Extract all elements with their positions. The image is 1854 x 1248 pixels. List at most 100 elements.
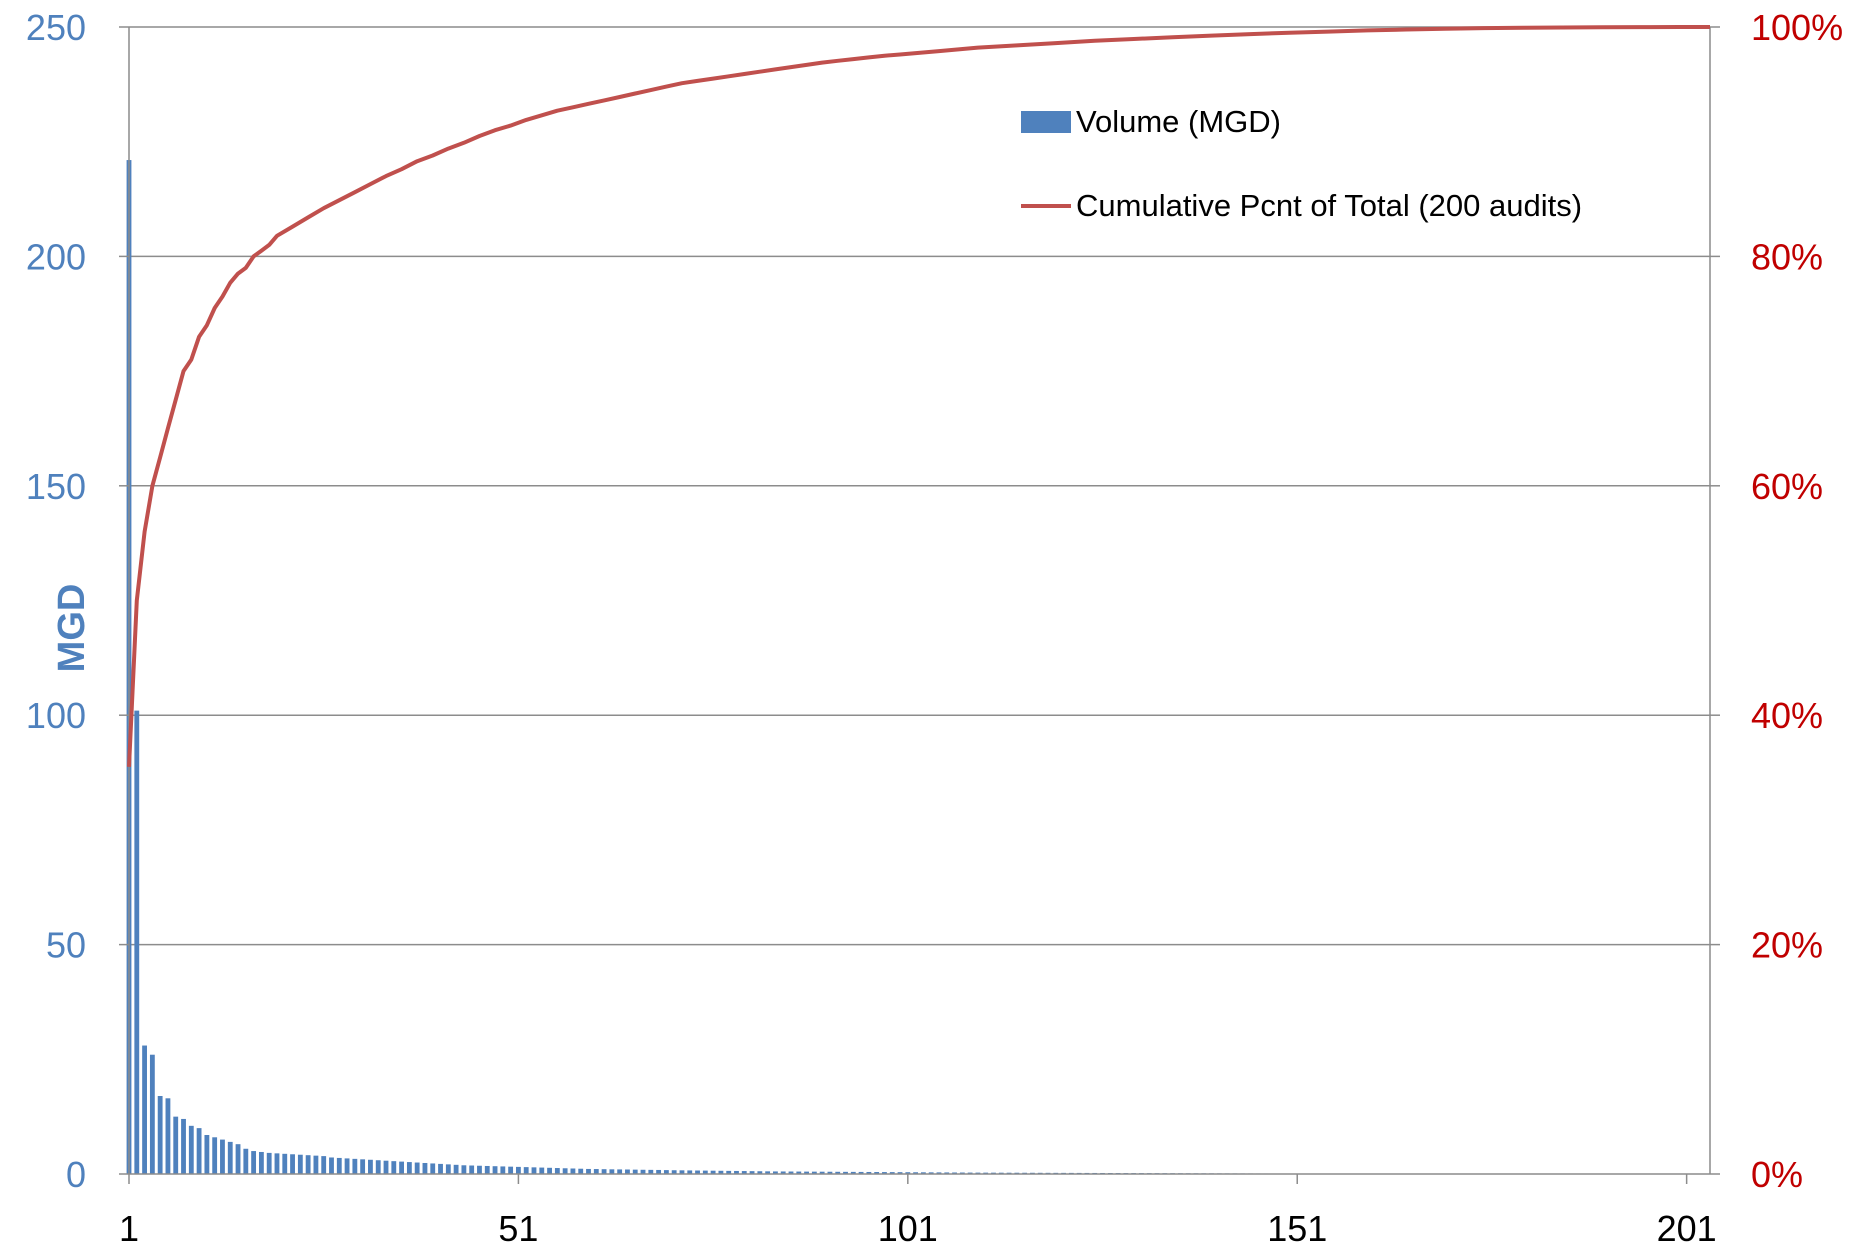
x-tick-label: 101 — [878, 1208, 938, 1248]
bar — [204, 1135, 210, 1174]
left-axis-ticks: 0 50 100 150 200 250 — [26, 7, 86, 1195]
x-tick-label: 201 — [1657, 1208, 1717, 1248]
bar — [515, 1166, 521, 1174]
bar — [212, 1137, 218, 1174]
bar — [469, 1165, 475, 1174]
bar — [570, 1168, 576, 1174]
bar — [438, 1163, 443, 1174]
bar — [539, 1167, 545, 1174]
bar — [741, 1171, 747, 1174]
bar — [882, 1172, 887, 1174]
bar — [282, 1153, 288, 1174]
bar — [796, 1171, 802, 1174]
bar — [913, 1172, 919, 1174]
bar — [944, 1172, 950, 1174]
bar — [406, 1162, 412, 1174]
bar — [866, 1171, 872, 1174]
bar — [835, 1171, 841, 1174]
bar — [811, 1171, 817, 1174]
bar — [243, 1148, 249, 1174]
bar — [617, 1169, 623, 1174]
x-tick-label: 51 — [498, 1208, 538, 1248]
bar — [578, 1168, 584, 1174]
bar — [492, 1166, 498, 1174]
right-tick-label: 20% — [1751, 925, 1823, 966]
bar — [710, 1170, 716, 1174]
bar — [258, 1151, 264, 1174]
left-tick-label: 150 — [26, 466, 86, 507]
bar — [414, 1162, 420, 1174]
left-tick-label: 250 — [26, 7, 86, 48]
bar — [297, 1154, 303, 1174]
plot-frame — [119, 26, 1720, 1184]
bar — [936, 1172, 942, 1174]
bar — [266, 1152, 272, 1174]
bar — [368, 1159, 373, 1174]
bar — [391, 1161, 397, 1174]
bar — [632, 1169, 638, 1174]
bar — [430, 1163, 436, 1174]
bar — [508, 1166, 514, 1174]
bar — [220, 1139, 225, 1174]
bar — [749, 1171, 755, 1174]
bar — [773, 1171, 778, 1174]
bar — [165, 1098, 171, 1174]
right-tick-label: 100% — [1751, 7, 1843, 48]
bar — [819, 1171, 825, 1174]
right-tick-label: 60% — [1751, 466, 1823, 507]
bar — [889, 1172, 895, 1174]
bar — [313, 1155, 319, 1174]
legend-bar-swatch — [1021, 111, 1071, 133]
bar — [780, 1171, 786, 1174]
right-tick-label: 0% — [1751, 1154, 1803, 1195]
bar — [625, 1169, 630, 1174]
bar — [329, 1157, 334, 1174]
bar — [173, 1116, 179, 1174]
bar — [547, 1167, 552, 1174]
bar — [344, 1158, 350, 1174]
bar — [905, 1172, 911, 1174]
y-axis-title: MGD — [51, 584, 93, 673]
bar — [687, 1170, 693, 1174]
bar — [484, 1165, 490, 1174]
left-tick-label: 50 — [46, 925, 86, 966]
bar — [251, 1151, 257, 1174]
bar — [601, 1169, 607, 1174]
bar — [920, 1172, 926, 1174]
bar — [897, 1172, 903, 1174]
left-tick-label: 200 — [26, 236, 86, 277]
bar — [554, 1168, 560, 1174]
bar — [422, 1162, 428, 1174]
bar — [290, 1154, 295, 1174]
bar — [788, 1171, 794, 1174]
bar — [843, 1171, 848, 1174]
bar — [453, 1164, 459, 1174]
bar — [874, 1172, 880, 1174]
bar — [593, 1169, 599, 1174]
bar — [648, 1169, 654, 1174]
gridlines — [129, 26, 1710, 946]
bar — [757, 1171, 763, 1174]
bar — [765, 1171, 771, 1174]
bar — [952, 1172, 957, 1174]
bar — [375, 1160, 381, 1174]
right-tick-label: 80% — [1751, 236, 1823, 277]
bar — [586, 1168, 591, 1174]
left-tick-label: 0 — [66, 1154, 86, 1195]
bar — [928, 1172, 934, 1174]
bar — [523, 1167, 529, 1174]
bar — [640, 1169, 646, 1174]
bar — [188, 1125, 194, 1174]
legend-label-volume: Volume (MGD) — [1076, 104, 1281, 139]
bar — [679, 1170, 685, 1174]
right-axis-ticks: 0% 20% 40% 60% 80% 100% — [1751, 7, 1843, 1195]
bar — [336, 1157, 342, 1174]
bar — [461, 1165, 467, 1174]
bar — [157, 1096, 163, 1174]
bar — [134, 710, 140, 1174]
bar — [181, 1118, 186, 1174]
bar — [196, 1128, 202, 1174]
x-tick-label: 151 — [1267, 1208, 1327, 1248]
x-tick-label: 1 — [119, 1208, 139, 1248]
bar — [609, 1169, 615, 1174]
